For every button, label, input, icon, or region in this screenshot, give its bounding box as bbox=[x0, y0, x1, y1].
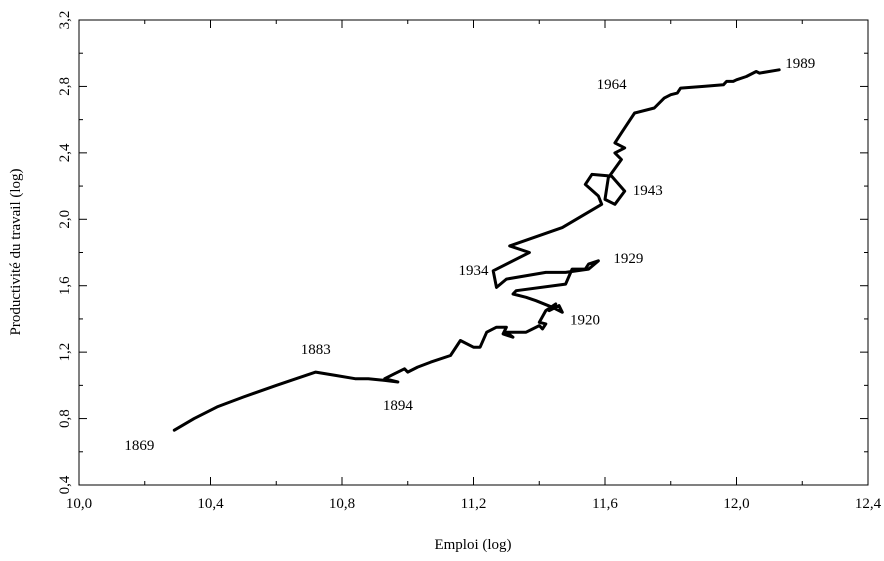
series-line bbox=[172, 68, 781, 432]
year-label-1943: 1943 bbox=[633, 183, 663, 199]
plot-frame bbox=[78, 19, 869, 486]
y-axis-label: Productivité du travail (log) bbox=[8, 168, 24, 335]
y-tick-label: 2,8 bbox=[57, 77, 73, 96]
year-label-1883: 1883 bbox=[301, 342, 331, 358]
y-axis: 0,4 0,8 1,2 1,6 2,0 2,4 2,8 3,2 bbox=[57, 11, 868, 494]
y-tick-label: 2,4 bbox=[57, 143, 73, 162]
x-axis: 10,0 10,4 10,8 11,2 11,6 12,0 12,4 bbox=[66, 20, 882, 512]
x-tick-label: 10,4 bbox=[197, 496, 224, 512]
y-tick-label: 0,8 bbox=[57, 409, 73, 428]
y-tick-label: 3,2 bbox=[57, 11, 73, 30]
year-annotations: 1869 1883 1894 1920 1929 1934 1943 1964 1989 bbox=[124, 56, 815, 454]
year-label-1920: 1920 bbox=[570, 313, 600, 329]
year-label-1989: 1989 bbox=[785, 56, 815, 72]
x-axis-label: Emploi (log) bbox=[434, 537, 511, 553]
year-label-1929: 1929 bbox=[613, 251, 643, 267]
y-tick-label: 2,0 bbox=[57, 210, 73, 229]
year-label-1894: 1894 bbox=[383, 398, 414, 414]
year-label-1934: 1934 bbox=[459, 263, 490, 279]
x-tick-label: 11,6 bbox=[592, 496, 618, 512]
year-label-1964: 1964 bbox=[597, 77, 628, 93]
x-tick-label: 12,4 bbox=[855, 496, 882, 512]
x-tick-label: 12,0 bbox=[723, 496, 749, 512]
x-tick-label: 10,0 bbox=[66, 496, 92, 512]
x-tick-label: 10,8 bbox=[329, 496, 355, 512]
year-label-1869: 1869 bbox=[124, 438, 154, 454]
x-tick-label: 11,2 bbox=[461, 496, 487, 512]
y-tick-label: 1,6 bbox=[57, 276, 73, 295]
y-tick-label: 1,2 bbox=[57, 343, 73, 362]
y-tick-label: 0,4 bbox=[57, 475, 73, 494]
